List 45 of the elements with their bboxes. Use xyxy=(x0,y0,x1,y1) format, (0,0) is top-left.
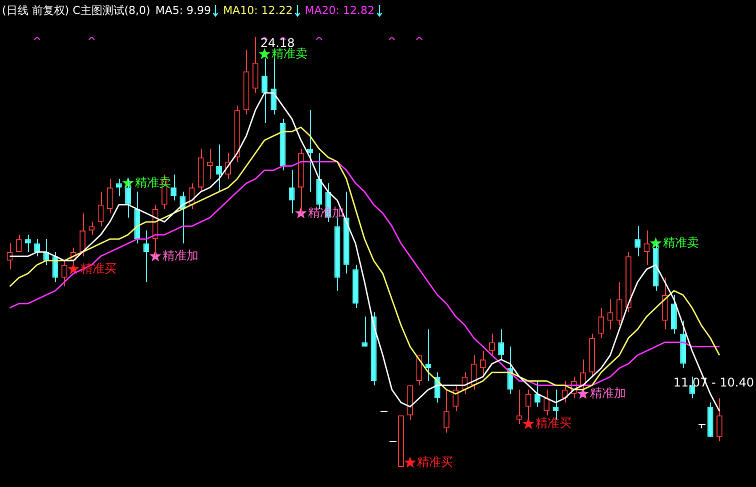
candlestick xyxy=(544,389,550,416)
candlestick xyxy=(644,230,650,266)
text: 精准卖 xyxy=(662,236,699,250)
candlestick xyxy=(716,398,722,442)
point xyxy=(650,237,662,248)
text: 精准加 xyxy=(162,248,198,262)
candlestick xyxy=(270,58,277,115)
point xyxy=(522,418,534,430)
candlestick xyxy=(25,234,31,252)
text: MA20: 12.82 xyxy=(304,4,374,17)
chart-title: (日线 前复权) C主图测试(8,0) xyxy=(2,3,150,18)
candlestick xyxy=(288,170,295,214)
candlestick xyxy=(580,359,586,390)
candlestick xyxy=(98,191,104,227)
candlestick xyxy=(252,36,258,94)
candlestick xyxy=(125,178,131,218)
point xyxy=(577,388,589,399)
candlestick xyxy=(16,234,22,252)
point xyxy=(404,456,416,468)
candlestick xyxy=(598,307,604,338)
candlestick xyxy=(607,298,614,330)
candlestick xyxy=(206,148,213,180)
point xyxy=(68,263,80,274)
candlestick xyxy=(61,260,68,287)
candlestick xyxy=(43,238,50,266)
candlestick xyxy=(80,212,86,257)
series-label: 精准买 xyxy=(535,416,572,430)
text: MA10: 12.22 xyxy=(223,4,293,17)
candlestick xyxy=(444,389,450,434)
candlestick xyxy=(116,178,122,197)
candlestick xyxy=(88,221,95,236)
candlestick xyxy=(525,389,532,420)
candlestick xyxy=(170,174,176,201)
series-label: 精准加 xyxy=(590,386,626,400)
candlestick xyxy=(216,144,222,192)
candlestick xyxy=(616,282,622,326)
candlestick xyxy=(662,277,668,330)
candlestick xyxy=(262,58,268,124)
text: 精准买 xyxy=(417,454,454,469)
candlestick xyxy=(634,226,641,257)
candlestick xyxy=(498,328,504,360)
candlestick xyxy=(106,178,113,214)
candlestick xyxy=(452,384,459,412)
candlestick xyxy=(671,294,677,334)
text: MA5: 9.99 xyxy=(155,4,212,17)
